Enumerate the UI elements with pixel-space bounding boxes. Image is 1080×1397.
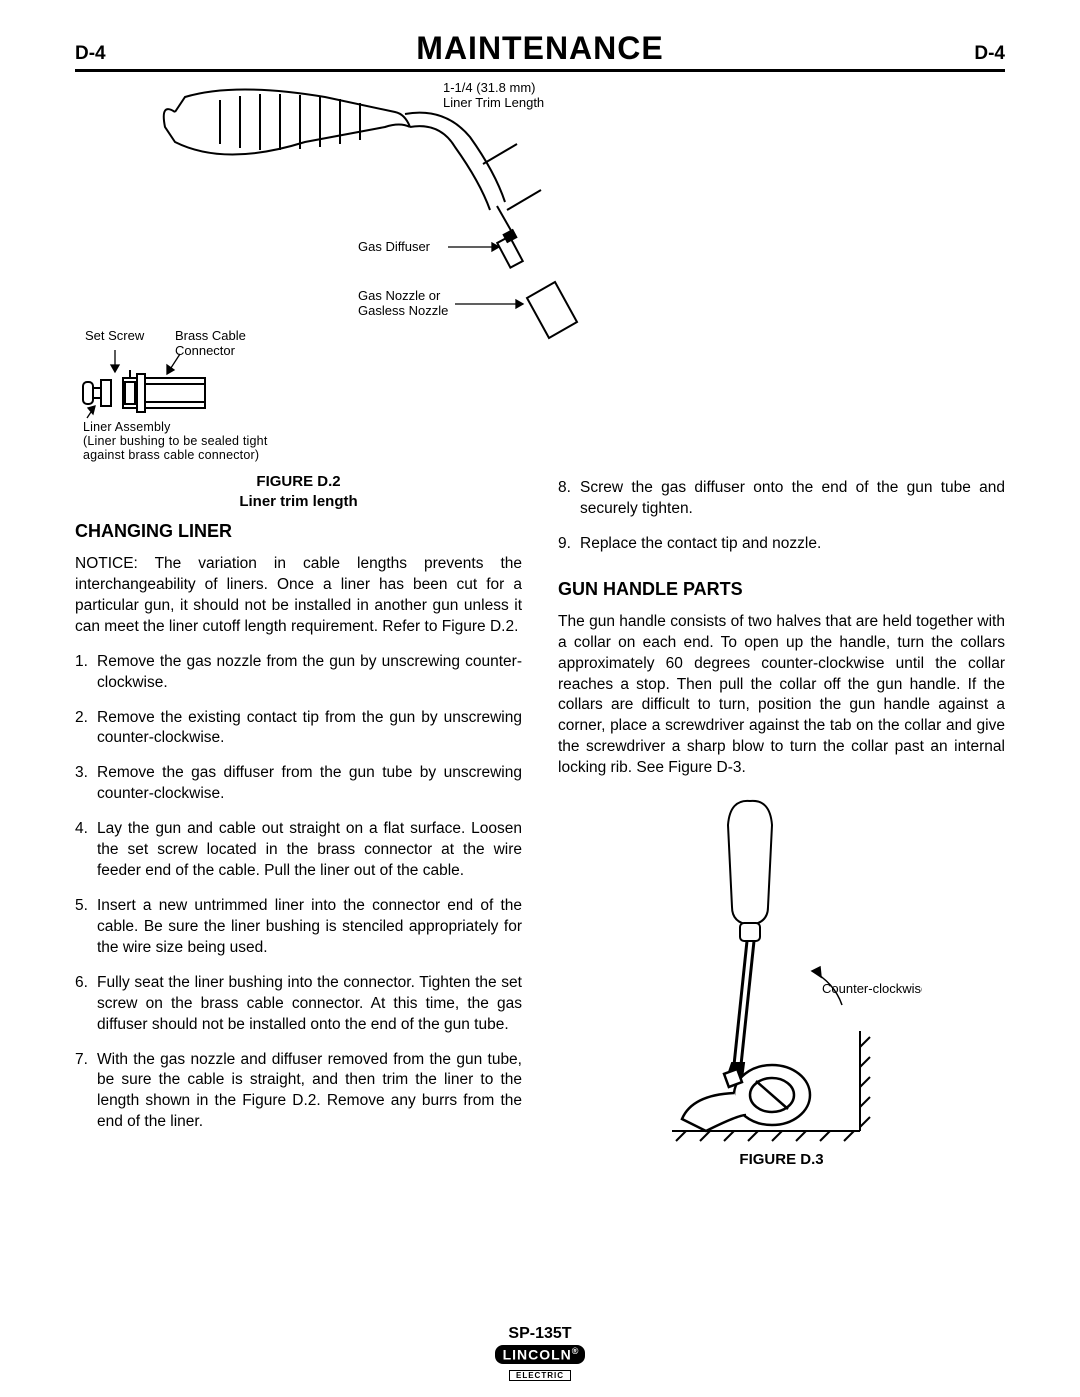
label-liner-assembly: Liner Assembly (Liner bushing to be seal… <box>83 420 268 462</box>
figure-d2-caption: FIGURE D.2 Liner trim length <box>75 472 522 511</box>
step-5: Insert a new untrimmed liner into the co… <box>75 896 522 959</box>
page: D-4 MAINTENANCE D-4 <box>0 0 1080 1397</box>
page-footer: SP-135T LINCOLN® ELECTRIC <box>0 1325 1080 1383</box>
label-gas-diffuser: Gas Diffuser <box>358 239 430 254</box>
gun-handle-heading: GUN HANDLE PARTS <box>558 579 1005 600</box>
figure-d3-caption: FIGURE D.3 <box>739 1151 823 1168</box>
changing-liner-notice: NOTICE: The variation in cable lengths p… <box>75 554 522 638</box>
brand-lincoln: LINCOLN® <box>495 1345 586 1364</box>
figure-d3-svg: Counter-clockwise <box>642 795 922 1145</box>
left-column: FIGURE D.2 Liner trim length CHANGING LI… <box>75 472 522 1168</box>
header-title: MAINTENANCE <box>416 30 663 67</box>
changing-liner-heading: CHANGING LINER <box>75 521 522 542</box>
figure-d2: 1-1/4 (31.8 mm) Liner Trim Length Gas Di… <box>75 72 1005 472</box>
step-1: Remove the gas nozzle from the gun by un… <box>75 652 522 694</box>
step-8: Screw the gas diffuser onto the end of t… <box>558 478 1005 520</box>
footer-model: SP-135T <box>0 1325 1080 1343</box>
label-gas-nozzle: Gas Nozzle or Gasless Nozzle <box>358 288 448 318</box>
figure-d2-svg <box>75 72 1005 472</box>
body-columns: FIGURE D.2 Liner trim length CHANGING LI… <box>75 472 1005 1168</box>
step-2: Remove the existing contact tip from the… <box>75 708 522 750</box>
figure-d2-caption-line1: FIGURE D.2 <box>256 473 340 490</box>
step-3: Remove the gas diffuser from the gun tub… <box>75 763 522 805</box>
brand-logo: LINCOLN® ELECTRIC <box>495 1345 586 1383</box>
label-ccw-svgtext: Counter-clockwise <box>822 981 922 996</box>
gun-handle-body: The gun handle consists of two halves th… <box>558 612 1005 779</box>
step-4: Lay the gun and cable out straight on a … <box>75 819 522 882</box>
figure-d2-caption-line2: Liner trim length <box>239 493 357 510</box>
header-right: D-4 <box>974 43 1005 65</box>
figure-d3: Counter-clockwise FIGURE D.3 <box>558 795 1005 1168</box>
header-left: D-4 <box>75 43 106 65</box>
changing-liner-steps: Remove the gas nozzle from the gun by un… <box>75 652 522 1134</box>
step-6: Fully seat the liner bushing into the co… <box>75 973 522 1036</box>
step-9: Replace the contact tip and nozzle. <box>558 534 1005 555</box>
brand-electric: ELECTRIC <box>509 1370 571 1381</box>
page-header: D-4 MAINTENANCE D-4 <box>75 30 1005 72</box>
label-brass-connector: Brass Cable Connector <box>175 328 246 358</box>
label-trim-length: 1-1/4 (31.8 mm) Liner Trim Length <box>443 80 544 110</box>
right-column: Screw the gas diffuser onto the end of t… <box>558 472 1005 1168</box>
label-set-screw: Set Screw <box>85 328 144 343</box>
changing-liner-steps-cont: Screw the gas diffuser onto the end of t… <box>558 478 1005 555</box>
step-7: With the gas nozzle and diffuser removed… <box>75 1050 522 1134</box>
